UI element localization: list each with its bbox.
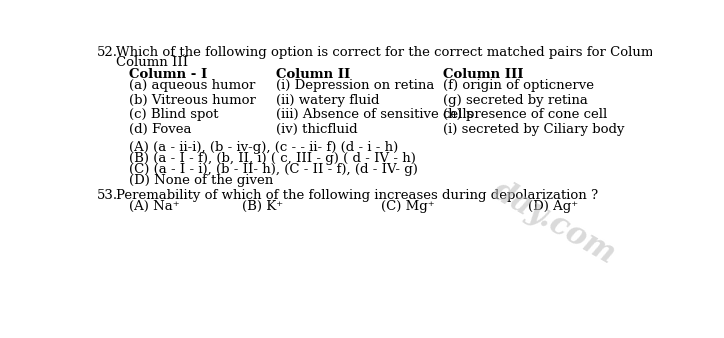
Text: (D) Ag⁺: (D) Ag⁺: [529, 200, 578, 213]
Text: (f) origin of opticnerve: (f) origin of opticnerve: [443, 79, 594, 92]
Text: (g) secreted by retina: (g) secreted by retina: [443, 94, 588, 107]
Text: day.com: day.com: [487, 175, 620, 270]
Text: Peremability of which of the following increases during depolarization ?: Peremability of which of the following i…: [116, 189, 598, 202]
Text: (ii) watery fluid: (ii) watery fluid: [277, 94, 380, 107]
Text: (B) K⁺: (B) K⁺: [242, 200, 283, 213]
Text: (A) (a - ii-i), (b - iv-g), (c - - ii- f) (d - i - h): (A) (a - ii-i), (b - iv-g), (c - - ii- f…: [130, 141, 398, 154]
Text: (a) aqueous humor: (a) aqueous humor: [130, 79, 256, 92]
Text: (B) (a - I - f), (b, II, i) ( c, III - g) ( d - IV - h): (B) (a - I - f), (b, II, i) ( c, III - g…: [130, 152, 416, 165]
Text: (i) secreted by Ciliary body: (i) secreted by Ciliary body: [443, 123, 625, 136]
Text: Column - I: Column - I: [130, 68, 208, 80]
Text: 53.: 53.: [97, 189, 118, 202]
Text: (h) presence of cone cell: (h) presence of cone cell: [443, 108, 607, 121]
Text: 52.: 52.: [97, 46, 118, 59]
Text: Column III: Column III: [116, 56, 188, 69]
Text: Column II: Column II: [277, 68, 350, 80]
Text: (c) Blind spot: (c) Blind spot: [130, 108, 219, 121]
Text: (iv) thicfluid: (iv) thicfluid: [277, 123, 358, 136]
Text: (C) Mg⁺: (C) Mg⁺: [381, 200, 434, 213]
Text: (iii) Absence of sensitive cells: (iii) Absence of sensitive cells: [277, 108, 474, 121]
Text: (b) Vitreous humor: (b) Vitreous humor: [130, 94, 256, 107]
Text: (C) (a - I - i), (b - II- h), (C - II - f), (d - IV- g): (C) (a - I - i), (b - II- h), (C - II - …: [130, 163, 418, 176]
Text: (D) None of the given: (D) None of the given: [130, 174, 274, 187]
Text: (d) Fovea: (d) Fovea: [130, 123, 192, 136]
Text: Column III: Column III: [443, 68, 523, 80]
Text: (A) Na⁺: (A) Na⁺: [130, 200, 180, 213]
Text: (i) Depression on retina: (i) Depression on retina: [277, 79, 435, 92]
Text: Which of the following option is correct for the correct matched pairs for Colum: Which of the following option is correct…: [116, 46, 724, 59]
